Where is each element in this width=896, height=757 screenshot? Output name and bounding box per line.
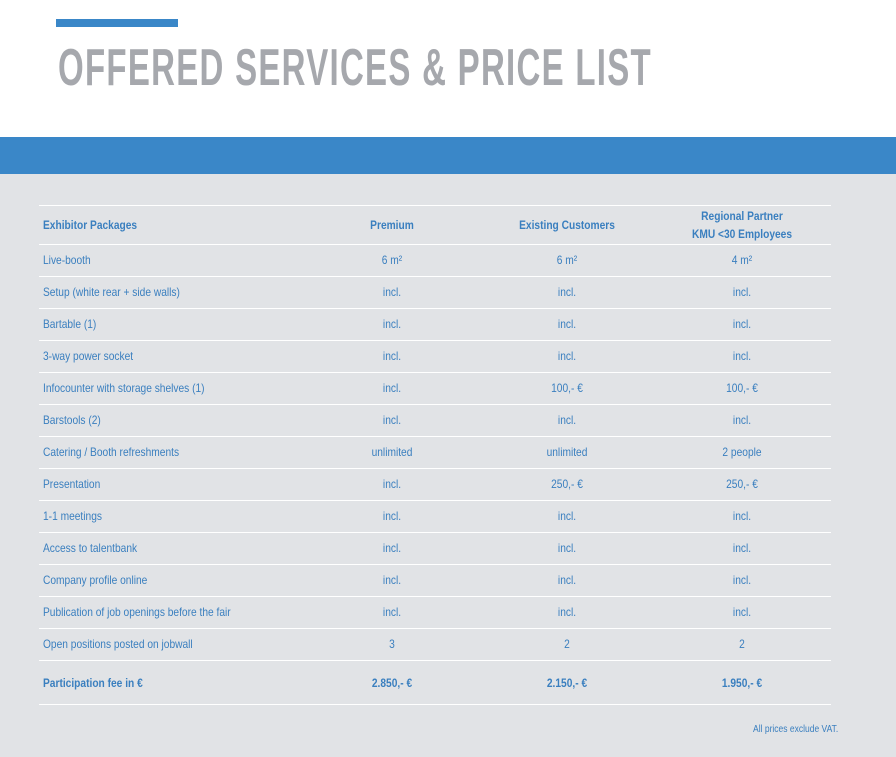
row-divider — [39, 205, 831, 206]
row-divider — [39, 532, 831, 533]
table-cell: incl. — [732, 413, 752, 427]
table-cell: incl. — [382, 541, 402, 555]
table-cell: unlimited — [371, 445, 413, 459]
row-label: Bartable (1) — [43, 317, 97, 331]
row-divider — [39, 372, 831, 373]
column-header: Existing Customers — [519, 218, 615, 232]
row-label: Live-booth — [43, 253, 91, 267]
row-label: Catering / Booth refreshments — [43, 445, 180, 459]
row-divider — [39, 276, 831, 277]
fee-cell: 2.150,- € — [546, 676, 588, 690]
row-divider — [39, 340, 831, 341]
fee-cell: 1.950,- € — [721, 676, 763, 690]
row-label: 1-1 meetings — [43, 509, 102, 523]
row-divider — [39, 404, 831, 405]
column-header: Premium — [370, 218, 414, 232]
table-cell: incl. — [382, 381, 402, 395]
column-header: Exhibitor Packages — [43, 218, 138, 232]
row-divider — [39, 704, 831, 705]
row-label: 3-way power socket — [43, 349, 134, 363]
fee-cell: 2.850,- € — [371, 676, 413, 690]
table-cell: 2 — [564, 637, 570, 651]
row-label: Setup (white rear + side walls) — [43, 285, 180, 299]
accent-bar — [56, 19, 178, 27]
table-cell: incl. — [557, 413, 577, 427]
table-cell: 2 — [739, 637, 745, 651]
table-cell: incl. — [732, 509, 752, 523]
row-label: Access to talentbank — [43, 541, 138, 555]
row-label: Barstools (2) — [43, 413, 101, 427]
row-label: Company profile online — [43, 573, 148, 587]
table-cell: incl. — [732, 605, 752, 619]
row-divider — [39, 628, 831, 629]
column-header: Regional Partner — [701, 209, 783, 223]
row-label: Infocounter with storage shelves (1) — [43, 381, 205, 395]
table-cell: 6 m² — [556, 253, 578, 267]
table-cell: incl. — [382, 509, 402, 523]
row-divider — [39, 564, 831, 565]
blue-band — [0, 137, 896, 174]
row-label: Publication of job openings before the f… — [43, 605, 231, 619]
table-cell: incl. — [557, 605, 577, 619]
table-cell: incl. — [557, 541, 577, 555]
row-divider — [39, 500, 831, 501]
row-divider — [39, 244, 831, 245]
table-cell: incl. — [382, 605, 402, 619]
table-cell: incl. — [732, 573, 752, 587]
table-cell: incl. — [732, 349, 752, 363]
table-cell: incl. — [382, 573, 402, 587]
table-cell: incl. — [557, 509, 577, 523]
row-label: Presentation — [43, 477, 101, 491]
table-cell: incl. — [732, 285, 752, 299]
table-cell: incl. — [557, 317, 577, 331]
table-cell: incl. — [732, 317, 752, 331]
fee-cell: Participation fee in € — [43, 676, 143, 690]
table-cell: incl. — [557, 285, 577, 299]
table-cell: incl. — [732, 541, 752, 555]
column-header: KMU <30 Employees — [691, 227, 793, 241]
table-cell: 100,- € — [551, 381, 583, 395]
table-cell: incl. — [382, 413, 402, 427]
table-cell: incl. — [382, 349, 402, 363]
table-cell: 6 m² — [381, 253, 403, 267]
note: All prices exclude VAT. — [752, 724, 838, 735]
table-cell: 100,- € — [726, 381, 758, 395]
table-cell: 250,- € — [551, 477, 583, 491]
table-cell: incl. — [557, 349, 577, 363]
row-divider — [39, 308, 831, 309]
table-cell: 2 people — [722, 445, 762, 459]
table-cell: incl. — [382, 317, 402, 331]
table-cell: 250,- € — [726, 477, 758, 491]
table-cell: incl. — [382, 477, 402, 491]
row-divider — [39, 660, 831, 661]
row-divider — [39, 596, 831, 597]
row-label: Open positions posted on jobwall — [43, 637, 193, 651]
row-divider — [39, 468, 831, 469]
table-cell: incl. — [557, 573, 577, 587]
table-cell: 4 m² — [731, 253, 753, 267]
row-divider — [39, 436, 831, 437]
table-cell: unlimited — [546, 445, 588, 459]
table-cell: incl. — [382, 285, 402, 299]
table-cell: 3 — [389, 637, 395, 651]
title: OFFERED SERVICES & PRICE LIST — [58, 39, 652, 97]
